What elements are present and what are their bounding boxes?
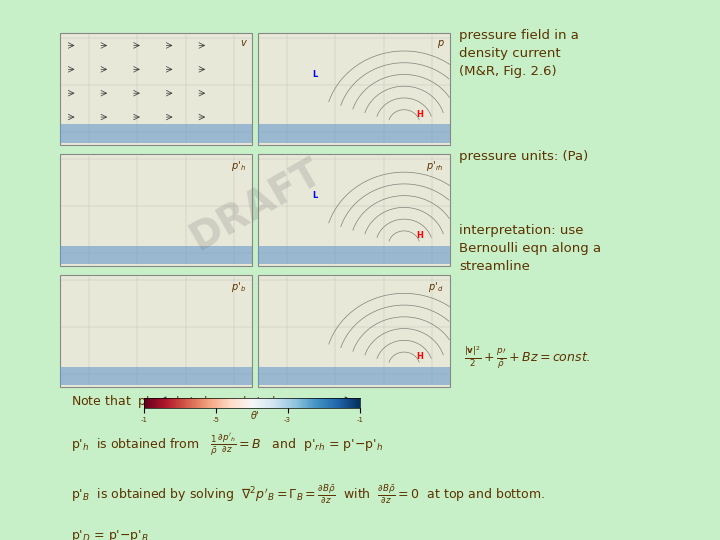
Text: θ': θ' — [251, 411, 260, 421]
FancyBboxPatch shape — [60, 367, 252, 385]
Text: $\frac{|\mathbf{v}|^2}{2} + \frac{p\prime}{\bar{\rho}} + Bz = const.$: $\frac{|\mathbf{v}|^2}{2} + \frac{p\prim… — [464, 345, 591, 371]
Text: Note that  p' = p'$_h$+p'$_{rh}$ = p'$_B$+p'$_D$: Note that p' = p'$_h$+p'$_{rh}$ = p'$_B$… — [71, 393, 283, 410]
Text: p'$_d$: p'$_d$ — [428, 280, 444, 294]
FancyBboxPatch shape — [60, 246, 252, 264]
FancyBboxPatch shape — [60, 154, 252, 266]
Text: H: H — [416, 353, 423, 361]
Text: interpretation: use
Bernoulli eqn along a
streamline: interpretation: use Bernoulli eqn along … — [459, 224, 601, 273]
Text: L: L — [312, 70, 317, 79]
Text: H: H — [416, 110, 423, 119]
Text: p'$_h$  is obtained from   $\frac{1}{\bar{\rho}}\frac{\partial p'_h}{\partial z}: p'$_h$ is obtained from $\frac{1}{\bar{\… — [71, 431, 383, 457]
FancyBboxPatch shape — [60, 275, 252, 387]
FancyBboxPatch shape — [258, 275, 449, 387]
Text: v: v — [240, 38, 246, 48]
Text: p: p — [438, 38, 444, 48]
Text: p'$_h$: p'$_h$ — [231, 159, 246, 173]
FancyBboxPatch shape — [258, 367, 449, 385]
Text: L: L — [312, 191, 317, 200]
Text: p'$_b$: p'$_b$ — [230, 280, 246, 294]
Text: p'$_{rh}$: p'$_{rh}$ — [426, 159, 444, 173]
FancyBboxPatch shape — [258, 124, 449, 143]
Text: DRAFT: DRAFT — [183, 152, 328, 258]
Text: H: H — [416, 231, 423, 240]
FancyBboxPatch shape — [60, 32, 252, 145]
FancyBboxPatch shape — [258, 246, 449, 264]
Text: pressure units: (Pa): pressure units: (Pa) — [459, 150, 588, 163]
Text: p'$_D$ = p'$-$p'$_B$: p'$_D$ = p'$-$p'$_B$ — [71, 528, 148, 540]
FancyBboxPatch shape — [60, 124, 252, 143]
FancyBboxPatch shape — [258, 154, 449, 266]
FancyBboxPatch shape — [258, 32, 449, 145]
Text: pressure field in a
density current
(M&R, Fig. 2.6): pressure field in a density current (M&R… — [459, 29, 579, 78]
Text: p'$_B$  is obtained by solving  $\nabla^2 p'_B = \Gamma_B = \frac{\partial B\bar: p'$_B$ is obtained by solving $\nabla^2 … — [71, 483, 545, 506]
